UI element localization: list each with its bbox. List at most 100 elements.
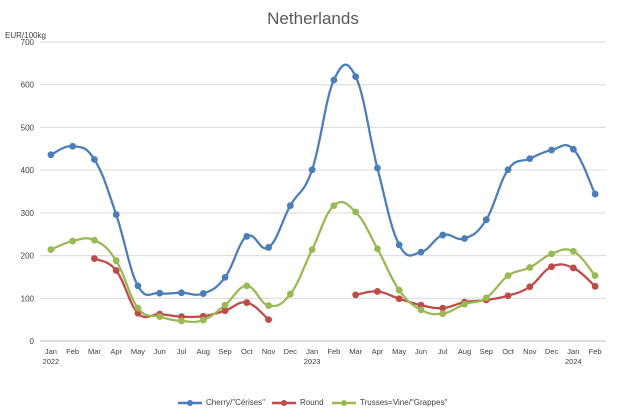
point-trusses-16 [395,286,403,294]
point-round-8 [221,307,229,315]
y-tick-label-700: 700 [21,38,35,47]
x-year-label-2022: 2022 [43,357,60,366]
y-axis-unit-label: EUR/100kg [5,31,46,40]
x-tick-label-7: Aug [197,347,210,356]
point-cherry-8 [221,273,229,281]
point-cherry-3 [112,211,120,218]
y-tick-label-100: 100 [21,294,35,303]
x-tick-label-18: Jul [438,347,448,356]
point-round-17 [417,301,425,309]
point-round-2 [91,255,98,262]
point-cherry-23 [548,146,555,154]
x-tick-label-17: Jun [415,347,427,356]
x-tick-label-23: Dec [545,347,559,356]
legend-label-cherry: Cherry/"Cérises" [206,398,266,407]
point-trusses-25 [591,272,599,280]
point-cherry-17 [417,248,425,256]
x-tick-label-20: Sep [480,347,493,356]
point-trusses-6 [178,317,185,325]
x-tick-label-19: Aug [458,347,471,356]
x-tick-label-24: Jan [567,347,579,356]
legend-label-round: Round [300,398,324,407]
y-tick-label-0: 0 [30,337,35,346]
point-cherry-25 [591,190,599,198]
point-round-15 [374,288,381,295]
x-tick-label-25: Feb [589,347,602,356]
point-trusses-9 [243,282,251,290]
y-tick-label-400: 400 [21,166,35,175]
point-round-3 [112,267,120,274]
point-trusses-12 [308,246,316,253]
point-cherry-4 [134,282,142,290]
point-cherry-14 [352,73,360,80]
point-round-24 [569,264,577,272]
x-tick-label-12: Jan [306,347,318,356]
legend-label-trusses: Trusses=Vine/"Grappes" [360,398,448,407]
point-trusses-18 [439,310,447,318]
point-cherry-13 [330,76,338,84]
point-cherry-2 [91,156,98,163]
point-round-10 [265,316,272,324]
point-trusses-19 [461,300,468,308]
x-tick-label-14: Mar [349,347,362,356]
x-tick-label-15: Apr [372,347,384,356]
legend-swatch-marker-round [281,400,287,406]
point-round-14 [352,291,360,299]
point-trusses-14 [352,208,360,216]
x-tick-label-6: Jul [177,347,187,356]
chart-title: Netherlands [267,9,359,28]
point-round-22 [526,283,534,291]
legend-swatch-cherry [178,400,202,406]
point-round-18 [439,304,447,312]
point-trusses-22 [526,264,534,271]
point-cherry-11 [286,202,294,209]
series-line-cherry-0 [50,63,597,297]
point-round-21 [504,292,512,300]
legend-swatch-marker-trusses [341,400,347,406]
x-tick-label-0: Jan [45,347,57,356]
point-cherry-0 [47,151,55,159]
x-tick-label-3: Apr [110,347,122,356]
legend-swatch-round [272,400,296,406]
point-trusses-8 [221,301,229,309]
x-tick-label-4: May [131,347,145,356]
point-trusses-15 [374,245,381,253]
legend: Cherry/"Cérises" Round Trusses=Vine/"Gra… [0,396,626,410]
point-trusses-24 [569,247,577,255]
point-cherry-19 [461,235,468,242]
point-trusses-4 [134,304,142,312]
y-tick-label-300: 300 [21,209,35,218]
x-tick-label-9: Oct [241,347,254,356]
x-tick-label-22: Nov [523,347,537,356]
point-cherry-5 [156,289,164,297]
point-cherry-7 [199,290,207,297]
y-tick-label-200: 200 [21,252,35,261]
point-cherry-12 [308,166,316,174]
point-cherry-21 [504,166,512,174]
point-round-16 [395,295,403,303]
point-cherry-6 [178,289,185,297]
point-trusses-5 [156,313,164,321]
point-cherry-22 [526,155,534,163]
point-cherry-15 [374,164,381,172]
legend-swatch-marker-cherry [187,400,193,406]
point-trusses-3 [112,257,120,265]
x-tick-label-10: Nov [262,347,276,356]
point-round-23 [548,263,555,271]
y-tick-label-600: 600 [21,81,35,90]
x-tick-label-8: Sep [218,347,231,356]
point-trusses-23 [548,250,555,258]
y-tick-label-500: 500 [21,123,35,132]
point-trusses-21 [504,272,512,280]
point-trusses-7 [199,316,207,324]
x-tick-label-1: Feb [66,347,79,356]
x-tick-label-13: Feb [327,347,340,356]
legend-swatch-trusses [332,400,356,406]
point-cherry-10 [265,244,272,251]
point-cherry-20 [482,216,490,224]
x-year-label-2023: 2023 [304,357,321,366]
point-round-9 [243,299,251,306]
point-cherry-18 [439,231,447,239]
